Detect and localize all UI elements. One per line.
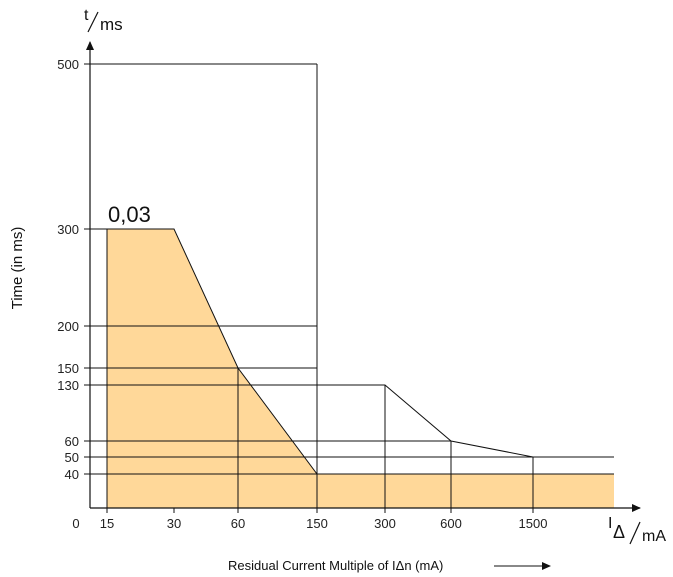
x-tick-label-30: 30	[167, 516, 181, 531]
y-tick-label-300: 300	[57, 222, 79, 237]
x-tick-label-15: 15	[100, 516, 114, 531]
y-tick-label-130: 130	[57, 378, 79, 393]
origin-label: 0	[72, 516, 79, 531]
y-axis-title: Time (in ms)	[9, 227, 26, 310]
x-unit-slash	[629, 521, 641, 545]
y-tick-label-40: 40	[65, 467, 79, 482]
trip-zone-shading	[107, 229, 614, 508]
grid-lines	[90, 63, 614, 508]
x-tick-label-300: 300	[374, 516, 396, 531]
y-unit-denominator: ms	[100, 15, 123, 34]
x-axis-title: Residual Current Multiple of IΔn (mA)	[228, 558, 443, 573]
x-unit-subscript: Δ	[613, 522, 625, 542]
x-tick-label-600: 600	[440, 516, 462, 531]
x-tick-label-150: 150	[306, 516, 328, 531]
y-tick-label-50: 50	[65, 450, 79, 465]
x-unit-numerator: I	[608, 515, 612, 532]
series-line-1	[317, 384, 534, 458]
x-tick-labels: 15 30 60 150 300 600 1500	[100, 508, 548, 531]
y-unit-numerator: t	[84, 7, 89, 24]
y-unit-slash	[87, 11, 99, 33]
curve-label: 0,03	[108, 202, 151, 227]
curve-lines	[107, 228, 614, 475]
y-tick-label-200: 200	[57, 319, 79, 334]
x-tick-label-60: 60	[231, 516, 245, 531]
x-tick-label-1500: 1500	[519, 516, 548, 531]
y-axis-unit-label: t ms	[84, 7, 123, 34]
series-line-0	[107, 228, 614, 475]
y-tick-label-500: 500	[57, 57, 79, 72]
x-axis-unit-label: I Δ mA	[608, 515, 666, 545]
x-unit-denominator: mA	[642, 528, 666, 545]
y-tick-label-150: 150	[57, 361, 79, 376]
trip-zone-area	[107, 229, 614, 508]
y-tick-label-60: 60	[65, 434, 79, 449]
